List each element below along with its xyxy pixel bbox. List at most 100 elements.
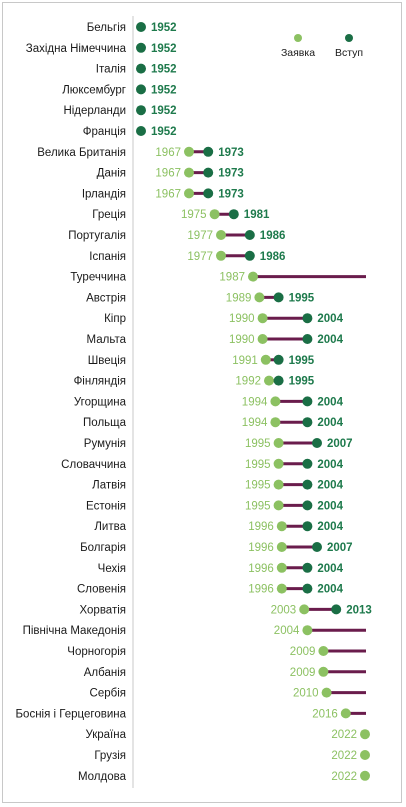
category-label: Естонія (86, 500, 126, 512)
accession-year-label: 2004 (317, 563, 343, 575)
chart-row: Данія 1967 1973 (97, 167, 244, 180)
chart-row: Фінляндія 1992 1995 (74, 375, 315, 388)
accession-point (302, 521, 313, 532)
category-label: Франція (83, 126, 126, 138)
application-point (254, 292, 265, 303)
accession-point (203, 146, 214, 157)
accession-point (302, 417, 313, 428)
application-year-label: 2009 (290, 667, 316, 679)
chart-row: Естонія 1995 2004 (86, 500, 344, 512)
application-point (260, 354, 271, 365)
application-year-label: 1995 (245, 480, 271, 492)
chart-row: Литва 1996 2004 (94, 521, 344, 533)
category-label: Люксембург (62, 84, 126, 96)
category-label: Ірландія (82, 188, 126, 200)
application-year-label: 1994 (242, 396, 268, 408)
accession-point (302, 479, 313, 490)
application-year-label: 2009 (290, 646, 316, 658)
application-point (257, 334, 268, 344)
application-point (273, 500, 284, 511)
chart-row: Нідерланди 1952 (63, 105, 177, 117)
accession-year-label: 1952 (151, 22, 177, 34)
accession-point (273, 354, 284, 365)
application-point (276, 521, 287, 532)
category-label: Італія (96, 64, 126, 76)
application-year-label: 1977 (187, 251, 213, 263)
application-year-label: 1996 (248, 584, 274, 596)
application-point (276, 562, 287, 573)
category-label: Сербія (90, 688, 126, 700)
legend-application-marker (294, 34, 302, 42)
application-point (360, 750, 370, 760)
accession-point (136, 22, 146, 32)
accession-point (244, 230, 255, 240)
accession-year-label: 1995 (289, 376, 315, 388)
chart-row: Польща 1994 2004 (83, 417, 344, 429)
chart-row: Велика Британія 1967 1973 (37, 146, 244, 159)
accession-point (312, 438, 322, 448)
application-point (302, 625, 313, 636)
chart-row: Словаччина 1995 2004 (61, 458, 344, 471)
category-label: Австрія (86, 292, 126, 304)
application-year-label: 1995 (245, 459, 271, 471)
application-point (273, 479, 284, 490)
accession-point (228, 209, 239, 220)
application-year-label: 2016 (312, 708, 338, 720)
accession-year-label: 2004 (317, 584, 343, 596)
application-year-label: 1987 (219, 272, 245, 284)
application-point (184, 146, 194, 157)
application-year-label: 1996 (248, 542, 274, 554)
chart-row: Португалія 1977 1986 (68, 230, 285, 242)
accession-point (136, 84, 146, 95)
accession-year-label: 1952 (151, 64, 177, 76)
accession-year-label: 1952 (151, 126, 177, 138)
accession-year-label: 2004 (317, 480, 343, 492)
accession-year-label: 2004 (317, 334, 343, 346)
chart-row: Кіпр 1990 2004 (104, 313, 344, 325)
application-year-label: 1967 (155, 188, 181, 200)
category-label: Швеція (88, 355, 126, 367)
chart-row: Італія 1952 (96, 63, 177, 76)
accession-year-label: 2004 (317, 521, 343, 533)
category-label: Словаччина (61, 459, 126, 471)
legend-accession-label: Вступ (335, 47, 363, 59)
chart-row: Боснія і Герцеговина 2016 (16, 708, 366, 720)
chart-row: Сербія 2010 (90, 687, 366, 700)
category-label: Боснія і Герцеговина (16, 708, 127, 720)
category-label: Північна Македонія (23, 625, 126, 637)
chart-row: Чорногорія 2009 (67, 646, 366, 658)
accession-year-label: 1995 (289, 292, 315, 304)
application-year-label: 1996 (248, 563, 274, 575)
chart-row: Латвія 1995 2004 (92, 479, 344, 492)
chart-row: Ірландія 1967 1973 (82, 188, 244, 200)
accession-point (302, 458, 313, 469)
application-point (270, 417, 281, 428)
application-year-label: 1995 (245, 500, 271, 512)
accession-point (244, 250, 255, 261)
accession-year-label: 2004 (317, 313, 343, 325)
accession-point (302, 583, 313, 594)
category-label: Угорщина (74, 396, 127, 408)
category-label: Литва (94, 521, 126, 533)
application-year-label: 2004 (274, 625, 300, 637)
category-label: Кіпр (104, 313, 126, 325)
accession-point (302, 500, 313, 511)
application-point (276, 542, 287, 552)
legend: Заявка Вступ (281, 34, 363, 59)
application-point (184, 188, 194, 199)
category-label: Греція (92, 209, 126, 221)
category-label: Чорногорія (67, 646, 126, 658)
accession-year-label: 1952 (151, 84, 177, 96)
application-year-label: 2022 (331, 750, 357, 762)
accession-point (136, 42, 146, 53)
category-label: Данія (97, 168, 126, 180)
category-label: Словенія (77, 584, 126, 596)
legend-application-label: Заявка (281, 47, 315, 59)
chart-row: Туреччина 1987 (70, 271, 366, 284)
chart-row: Швеція 1991 1995 (88, 354, 315, 367)
accession-year-label: 2004 (317, 459, 343, 471)
application-point (299, 604, 310, 615)
application-point (360, 729, 370, 740)
accession-point (203, 188, 214, 199)
